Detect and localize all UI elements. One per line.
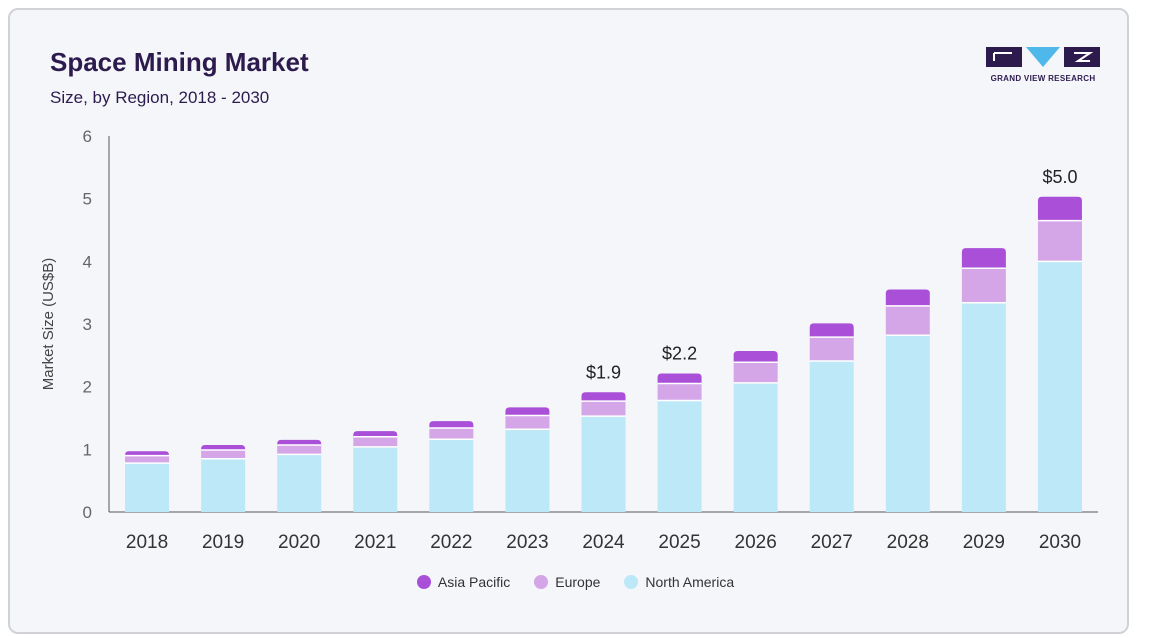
x-tick-label: 2019 [202,532,244,553]
x-tick-label: 2023 [506,532,548,553]
chart-card: Space Mining Market Size, by Region, 201… [8,8,1129,634]
chart-title: Space Mining Market [50,47,309,77]
bar-segment-north-america [125,463,170,512]
bar-segment-north-america [885,335,930,512]
legend-swatch [416,575,431,589]
bar-segment-europe [125,455,170,464]
y-tick-label: 3 [83,315,92,334]
brand-logo-mark [986,47,1100,67]
legend-label: Asia Pacific [437,574,511,590]
bar-segment-europe [1037,220,1082,262]
x-tick-label: 2027 [811,532,853,553]
data-label: $1.9 [586,362,621,382]
bar-segment-asia-pacific [429,421,474,429]
brand-logo-text: GRAND VIEW RESEARCH [990,74,1096,83]
legend-label: North America [645,574,735,590]
bar-segment-north-america [353,446,398,512]
bar-segment-europe [657,383,702,401]
bar-segment-europe [201,449,246,459]
y-tick-label: 1 [83,440,92,459]
bar-segment-asia-pacific [885,289,930,306]
legend-item: Europe [534,574,600,590]
bar-segment-asia-pacific [1037,196,1082,221]
x-tick-label: 2021 [354,532,396,553]
x-tick-label: 2022 [430,532,472,553]
chart-legend: Asia Pacific Europe North America [0,574,1151,590]
bar-segment-asia-pacific [809,323,854,338]
bar-segment-europe [809,337,854,361]
bar-segment-north-america [657,400,702,512]
bar-segment-europe [961,268,1006,303]
bar-segment-europe [581,401,626,417]
bar-segment-asia-pacific [505,407,550,416]
y-tick-label: 0 [83,503,92,522]
bar-segment-asia-pacific [277,439,322,445]
y-tick-label: 5 [83,190,92,209]
x-tick-label: 2020 [278,532,320,553]
bar-segment-asia-pacific [733,350,778,363]
bar-segment-europe [733,362,778,383]
y-axis-label: Market Size (US$B) [40,258,57,391]
bar-segment-north-america [429,439,474,512]
bar-segment-north-america [505,429,550,512]
x-tick-label: 2028 [887,532,929,553]
bar-segment-europe [505,415,550,430]
bar-segment-asia-pacific [201,444,246,450]
bar-segment-north-america [809,360,854,512]
bar-segment-asia-pacific [353,431,398,437]
bar-segment-asia-pacific [961,248,1006,269]
bar-segment-north-america [581,416,626,512]
legend-swatch [534,575,549,589]
bar-segment-europe [277,444,322,455]
x-tick-label: 2029 [963,532,1005,553]
legend-item: North America [624,574,734,590]
bar-segment-asia-pacific [657,373,702,384]
data-label: $2.2 [662,344,697,364]
x-tick-label: 2030 [1039,532,1081,553]
bar-segment-north-america [961,302,1006,512]
x-tick-label: 2024 [582,532,625,553]
y-tick-label: 4 [83,252,92,271]
bar-segment-north-america [733,382,778,512]
legend-item: Asia Pacific [416,574,511,590]
bar-segment-north-america [201,458,246,512]
y-tick-label: 6 [83,127,92,146]
bar-segment-asia-pacific [125,451,170,456]
legend-swatch [624,575,639,589]
brand-logo: GRAND VIEW RESEARCH [986,47,1100,87]
bar-segment-europe [885,305,930,336]
bar-segment-north-america [277,454,322,512]
x-tick-label: 2018 [126,532,168,553]
chart-subtitle: Size, by Region, 2018 - 2030 [50,88,270,107]
bar-segment-asia-pacific [581,392,626,402]
bar-segment-north-america [1037,261,1082,512]
x-tick-label: 2026 [735,532,777,553]
bar-segment-europe [429,428,474,440]
x-tick-label: 2025 [658,532,700,553]
legend-label: Europe [555,574,601,590]
data-label: $5.0 [1042,167,1077,187]
y-tick-label: 2 [83,378,92,397]
bar-segment-europe [353,436,398,447]
